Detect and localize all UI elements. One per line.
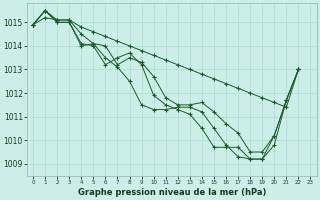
- X-axis label: Graphe pression niveau de la mer (hPa): Graphe pression niveau de la mer (hPa): [77, 188, 266, 197]
